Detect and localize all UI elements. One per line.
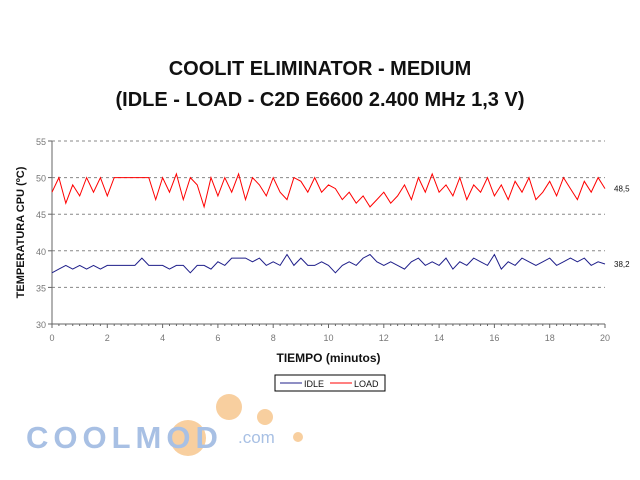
x-tick-label: 14 [434, 333, 444, 343]
y-tick-label: 45 [36, 210, 46, 220]
watermark-logo-text: COOLMOD [26, 420, 223, 455]
logo-dot [293, 432, 303, 442]
logo-o-circle [170, 420, 206, 456]
end-value-label-load: 48,5 [614, 185, 630, 194]
x-tick-label: 18 [545, 333, 555, 343]
x-tick-label: 2 [105, 333, 110, 343]
x-tick-label: 0 [49, 333, 54, 343]
legend-label-idle: IDLE [304, 379, 324, 389]
series-line-idle [51, 253, 606, 274]
chart-title-line-1: COOLIT ELIMINATOR - MEDIUM [168, 58, 472, 80]
x-tick-label: 10 [323, 333, 333, 343]
x-tick-label: 12 [379, 333, 389, 343]
x-axis-label: TIEMPO (minutos) [277, 351, 381, 365]
series-line-load [51, 172, 606, 209]
y-tick-label: 30 [36, 320, 46, 330]
y-tick-label: 40 [36, 247, 46, 257]
y-tick-label: 50 [36, 174, 46, 184]
x-tick-label: 8 [271, 333, 276, 343]
logo-dot [257, 409, 273, 425]
y-tick-label: 35 [36, 283, 46, 293]
x-tick-label: 16 [489, 333, 499, 343]
logo-dot [216, 394, 242, 420]
y-axis-label: TEMPERATURA CPU (ºC) [15, 166, 27, 298]
end-value-label-idle: 38,2 [614, 260, 630, 269]
legend-label-load: LOAD [354, 379, 379, 389]
y-tick-label: 55 [36, 137, 46, 147]
x-tick-label: 6 [215, 333, 220, 343]
watermark-suffix: .com [238, 428, 275, 447]
x-tick-label: 20 [600, 333, 610, 343]
x-tick-label: 4 [160, 333, 165, 343]
chart-title-line-2: (IDLE - LOAD - C2D E6600 2.400 MHz 1,3 V… [115, 89, 525, 111]
